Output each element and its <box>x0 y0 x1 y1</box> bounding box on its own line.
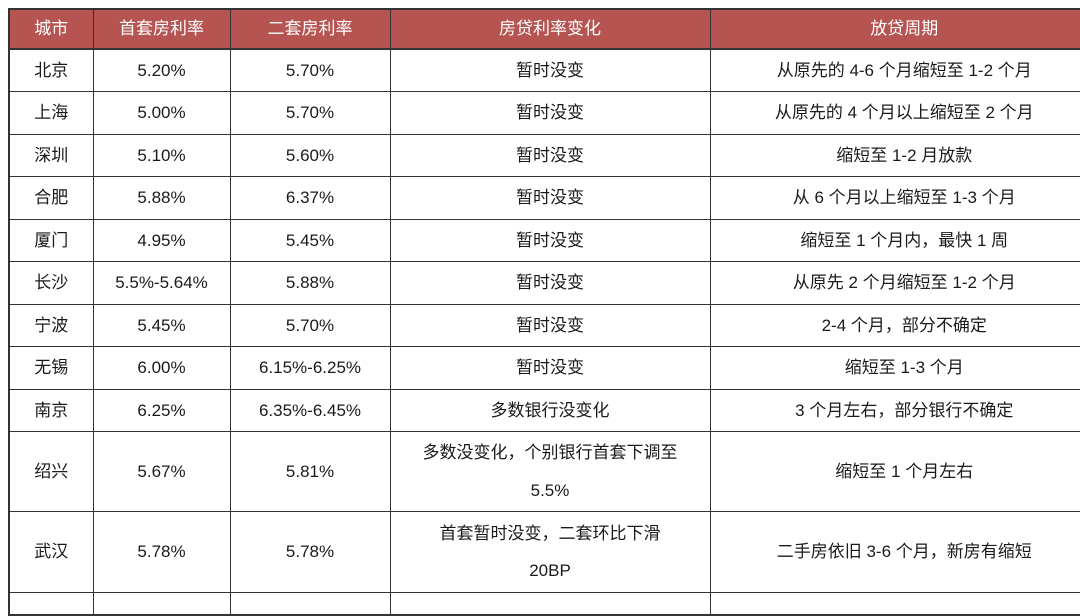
partial-row <box>8 592 1080 616</box>
cell-second-home-rate: 5.45% <box>229 218 391 263</box>
column-header-first-home-rate: 首套房利率 <box>92 8 231 50</box>
cell-rate-change: 暂时没变 <box>389 176 711 220</box>
cell-rate-change: 首套暂时没变，二套环比下滑 20BP <box>389 511 711 594</box>
cell-second-home-rate: 5.81% <box>229 431 391 513</box>
column-header-second-home-rate: 二套房利率 <box>229 8 391 50</box>
cell-lending-cycle: 缩短至 1 个月内，最快 1 周 <box>709 218 1080 263</box>
mortgage-rate-table: 城市 首套房利率 二套房利率 房贷利率变化 放贷周期 北京 5.20% 5.70… <box>8 8 1080 616</box>
cell-city: 南京 <box>8 388 94 433</box>
cell-city: 深圳 <box>8 133 94 178</box>
cell-first-home-rate: 5.78% <box>92 511 231 594</box>
cell-rate-change: 暂时没变 <box>389 261 711 305</box>
cell-rate-change: 多数没变化，个别银行首套下调至 5.5% <box>389 431 711 513</box>
header-row: 城市 首套房利率 二套房利率 房贷利率变化 放贷周期 <box>8 8 1080 50</box>
cell-second-home-rate: 5.60% <box>229 133 391 178</box>
table-row: 长沙 5.5%-5.64% 5.88% 暂时没变 从原先 2 个月缩短至 1-2… <box>8 261 1080 305</box>
cell-rate-change: 暂时没变 <box>389 303 711 348</box>
cell-lending-cycle: 3 个月左右，部分银行不确定 <box>709 388 1080 433</box>
cell-lending-cycle: 二手房依旧 3-6 个月，新房有缩短 <box>709 511 1080 594</box>
table-cell-empty <box>229 592 391 616</box>
cell-second-home-rate: 5.70% <box>229 91 391 135</box>
cell-first-home-rate: 5.88% <box>92 176 231 220</box>
table-cell-empty <box>709 592 1080 616</box>
table-cell-empty <box>8 592 94 616</box>
cell-city: 宁波 <box>8 303 94 348</box>
table-row: 合肥 5.88% 6.37% 暂时没变 从 6 个月以上缩短至 1-3 个月 <box>8 176 1080 220</box>
cell-city: 无锡 <box>8 346 94 390</box>
table-cell-empty <box>92 592 231 616</box>
cell-city: 武汉 <box>8 511 94 594</box>
cell-lending-cycle: 缩短至 1-2 月放款 <box>709 133 1080 178</box>
cell-first-home-rate: 4.95% <box>92 218 231 263</box>
table-row: 武汉 5.78% 5.78% 首套暂时没变，二套环比下滑 20BP 二手房依旧 … <box>8 511 1080 594</box>
table-body: 北京 5.20% 5.70% 暂时没变 从原先的 4-6 个月缩短至 1-2 个… <box>8 48 1080 594</box>
cell-rate-change: 暂时没变 <box>389 346 711 390</box>
table-cell-empty <box>389 592 711 616</box>
cell-first-home-rate: 5.10% <box>92 133 231 178</box>
cell-second-home-rate: 6.37% <box>229 176 391 220</box>
cell-first-home-rate: 6.00% <box>92 346 231 390</box>
cell-first-home-rate: 6.25% <box>92 388 231 433</box>
cell-first-home-rate: 5.00% <box>92 91 231 135</box>
cell-city: 长沙 <box>8 261 94 305</box>
table-row: 宁波 5.45% 5.70% 暂时没变 2-4 个月，部分不确定 <box>8 303 1080 348</box>
cell-lending-cycle: 从原先 2 个月缩短至 1-2 个月 <box>709 261 1080 305</box>
cell-city: 合肥 <box>8 176 94 220</box>
table-header: 城市 首套房利率 二套房利率 房贷利率变化 放贷周期 <box>8 8 1080 50</box>
cell-rate-change: 暂时没变 <box>389 218 711 263</box>
cell-first-home-rate: 5.5%-5.64% <box>92 261 231 305</box>
table-row: 深圳 5.10% 5.60% 暂时没变 缩短至 1-2 月放款 <box>8 133 1080 178</box>
column-header-city: 城市 <box>8 8 94 50</box>
cell-city: 厦门 <box>8 218 94 263</box>
mortgage-rate-table-container: 城市 首套房利率 二套房利率 房贷利率变化 放贷周期 北京 5.20% 5.70… <box>8 8 1080 616</box>
cell-first-home-rate: 5.20% <box>92 48 231 93</box>
cell-second-home-rate: 5.78% <box>229 511 391 594</box>
cell-rate-change: 暂时没变 <box>389 133 711 178</box>
cell-first-home-rate: 5.45% <box>92 303 231 348</box>
cell-rate-change: 多数银行没变化 <box>389 388 711 433</box>
cell-second-home-rate: 5.70% <box>229 48 391 93</box>
cell-city: 上海 <box>8 91 94 135</box>
cell-first-home-rate: 5.67% <box>92 431 231 513</box>
cell-second-home-rate: 6.15%-6.25% <box>229 346 391 390</box>
table-row: 绍兴 5.67% 5.81% 多数没变化，个别银行首套下调至 5.5% 缩短至 … <box>8 431 1080 513</box>
cell-second-home-rate: 5.70% <box>229 303 391 348</box>
cell-city: 绍兴 <box>8 431 94 513</box>
cell-lending-cycle: 从原先的 4 个月以上缩短至 2 个月 <box>709 91 1080 135</box>
cell-lending-cycle: 从原先的 4-6 个月缩短至 1-2 个月 <box>709 48 1080 93</box>
column-header-rate-change: 房贷利率变化 <box>389 8 711 50</box>
cell-second-home-rate: 6.35%-6.45% <box>229 388 391 433</box>
cell-lending-cycle: 2-4 个月，部分不确定 <box>709 303 1080 348</box>
cell-second-home-rate: 5.88% <box>229 261 391 305</box>
cell-lending-cycle: 缩短至 1-3 个月 <box>709 346 1080 390</box>
table-row: 无锡 6.00% 6.15%-6.25% 暂时没变 缩短至 1-3 个月 <box>8 346 1080 390</box>
cell-rate-change: 暂时没变 <box>389 48 711 93</box>
table-row: 上海 5.00% 5.70% 暂时没变 从原先的 4 个月以上缩短至 2 个月 <box>8 91 1080 135</box>
table-footer <box>8 592 1080 616</box>
cell-lending-cycle: 从 6 个月以上缩短至 1-3 个月 <box>709 176 1080 220</box>
cell-rate-change: 暂时没变 <box>389 91 711 135</box>
table-row: 厦门 4.95% 5.45% 暂时没变 缩短至 1 个月内，最快 1 周 <box>8 218 1080 263</box>
column-header-lending-cycle: 放贷周期 <box>709 8 1080 50</box>
table-row: 南京 6.25% 6.35%-6.45% 多数银行没变化 3 个月左右，部分银行… <box>8 388 1080 433</box>
cell-lending-cycle: 缩短至 1 个月左右 <box>709 431 1080 513</box>
table-row: 北京 5.20% 5.70% 暂时没变 从原先的 4-6 个月缩短至 1-2 个… <box>8 48 1080 93</box>
cell-city: 北京 <box>8 48 94 93</box>
